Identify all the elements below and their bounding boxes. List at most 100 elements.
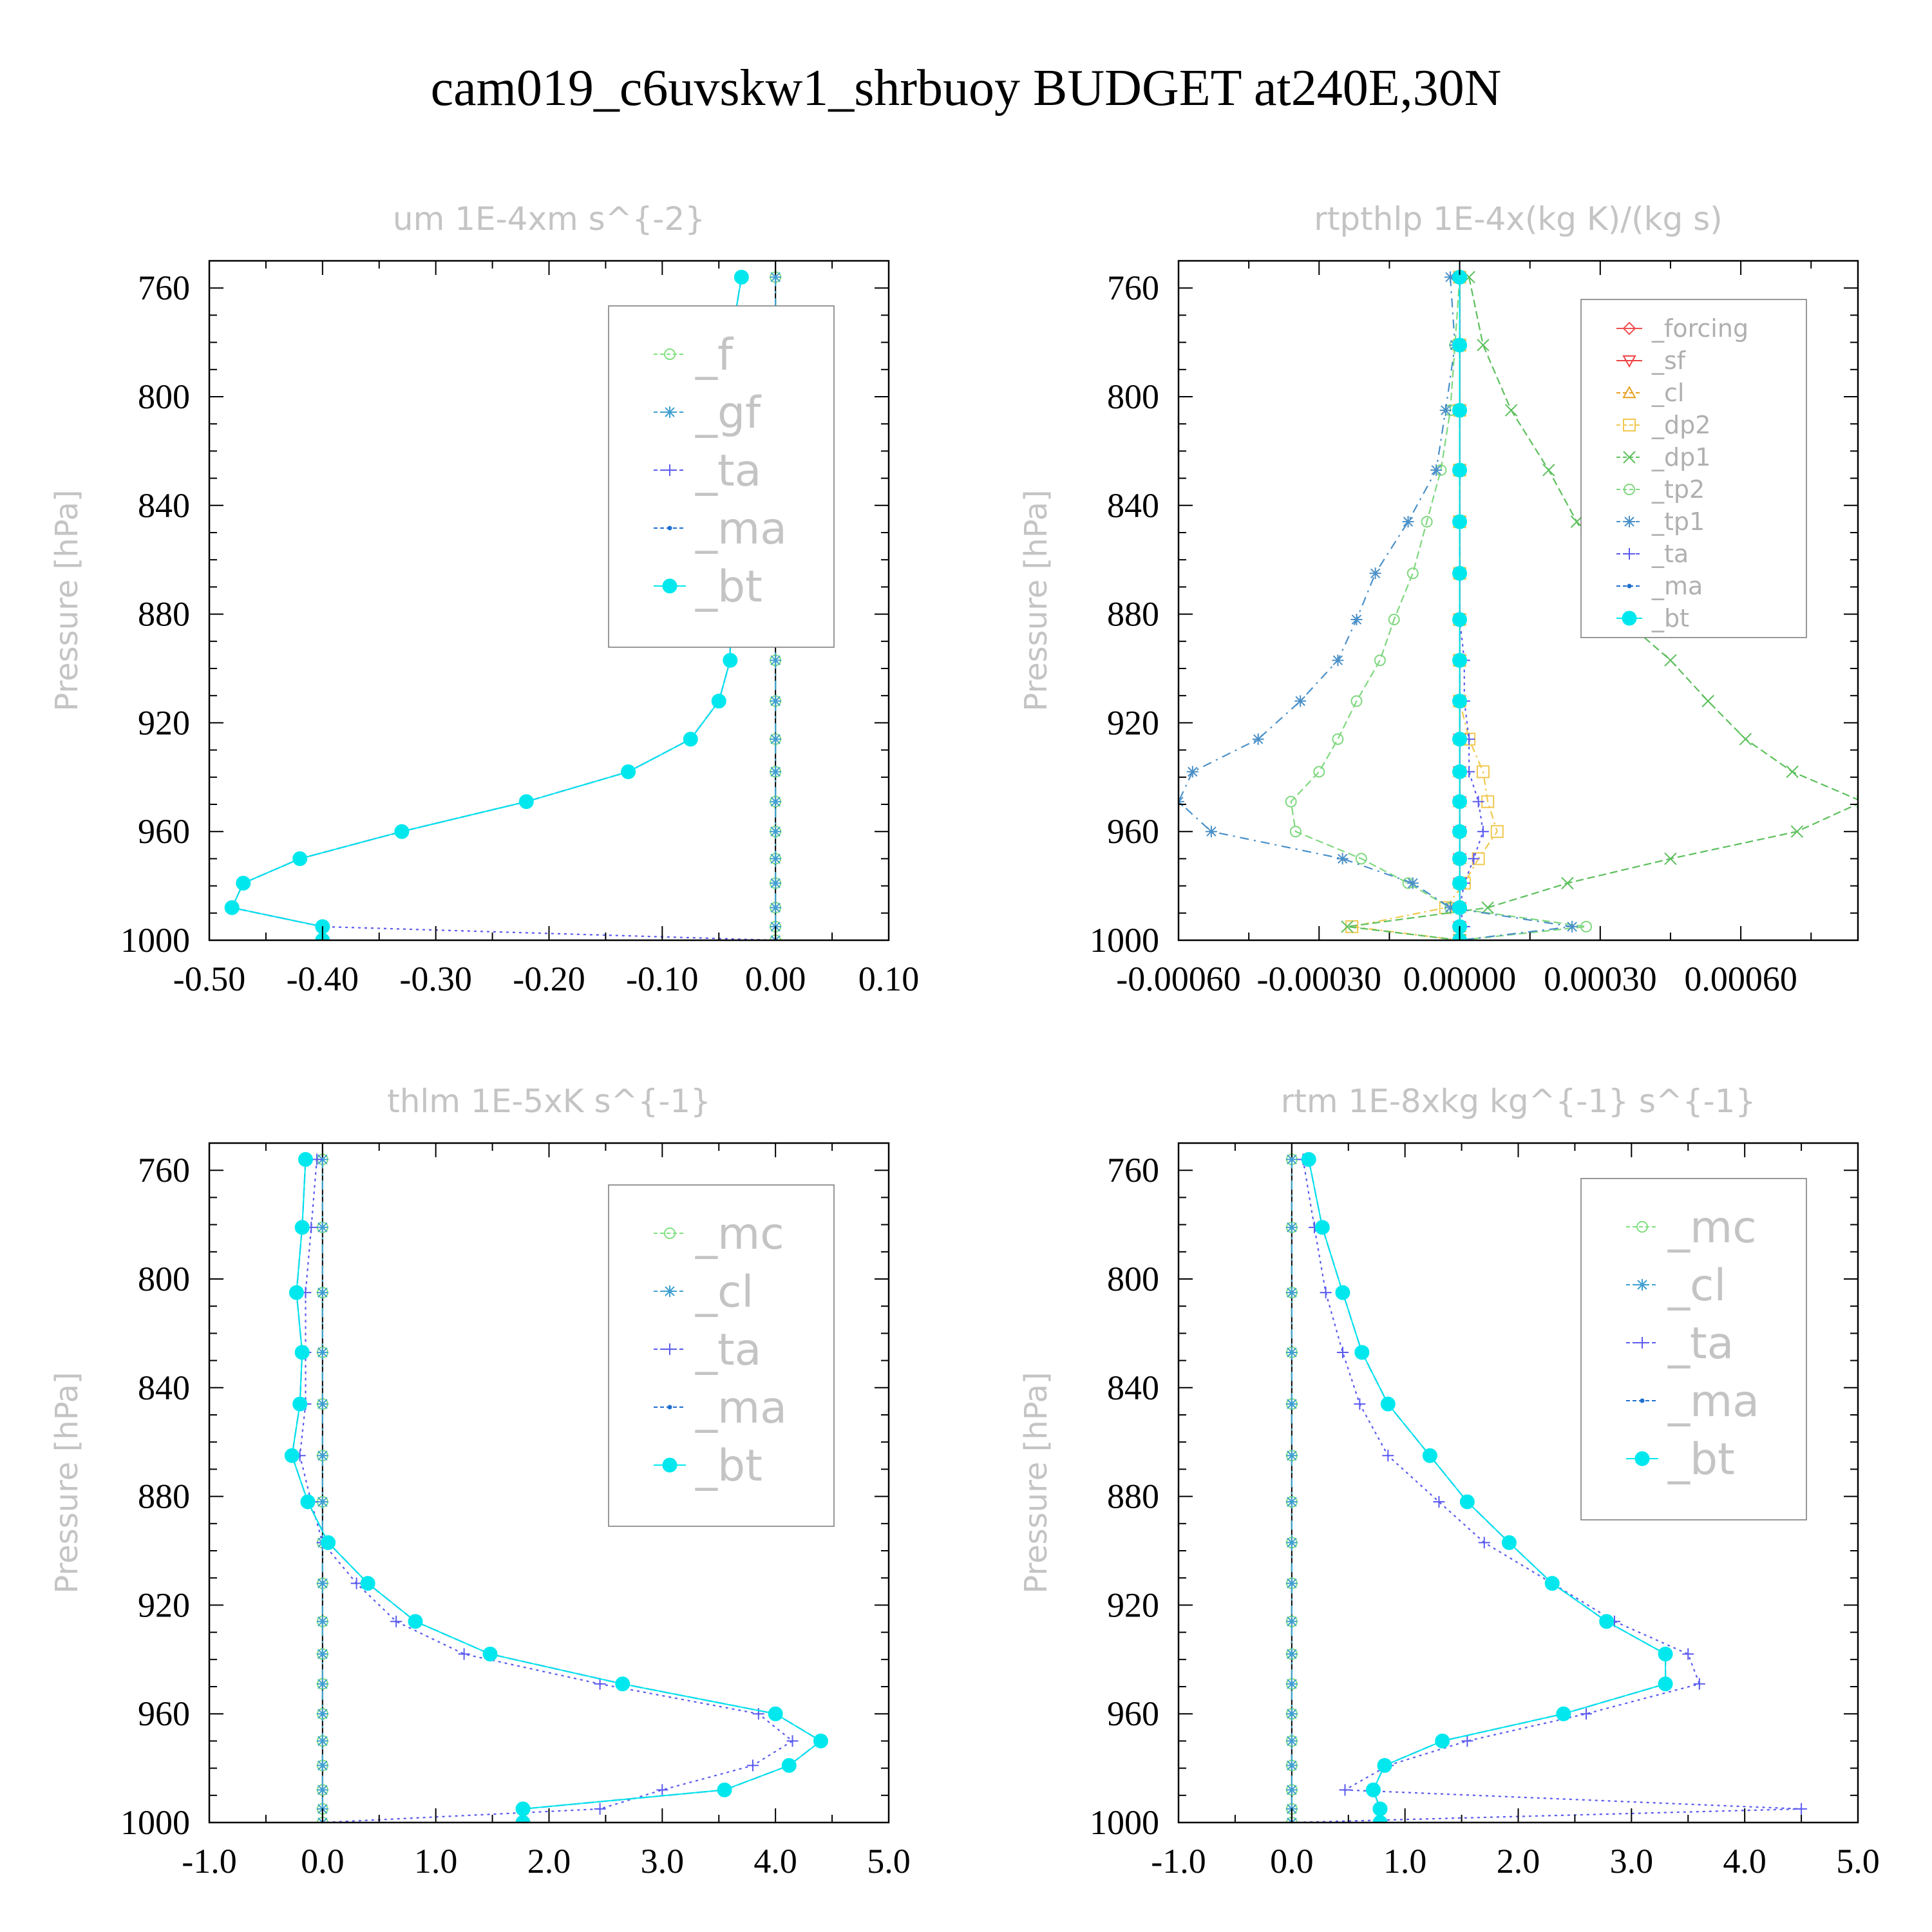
page-title: cam019_c6uvskw1_shrbuoy BUDGET at240E,30…: [430, 60, 1502, 117]
series-tp2: [1285, 271, 1592, 940]
legend-item: _ma: [1626, 1376, 1759, 1427]
data-point: [1435, 1733, 1450, 1748]
data-point: [770, 826, 782, 838]
data-point: [621, 764, 636, 779]
x-tick-label: -0.50: [173, 960, 245, 998]
data-point: [1336, 853, 1349, 865]
legend-item: _gf: [654, 388, 762, 439]
y-tick-label: 880: [138, 595, 190, 634]
data-point: [656, 1784, 668, 1796]
legend-marker: [662, 1457, 677, 1473]
legend-item: _forcing: [1616, 314, 1748, 343]
data-point: [1544, 1576, 1560, 1591]
legend-box: [1580, 1178, 1807, 1520]
data-point: [1285, 1648, 1298, 1660]
x-tick-label: -0.40: [287, 960, 359, 998]
data-point: [1345, 920, 1359, 933]
data-point: [458, 1648, 470, 1660]
y-tick-label: 800: [1107, 1260, 1159, 1298]
legend-label: _cl: [1651, 379, 1684, 407]
legend-label: _tp2: [1651, 475, 1705, 504]
x-tick-label: 0.00030: [1544, 960, 1657, 998]
series-line: [1291, 1159, 1802, 1823]
x-tick-label: 2.0: [1497, 1842, 1540, 1880]
data-point: [292, 851, 308, 866]
y-axis-label: Pressure [hPa]: [1018, 489, 1054, 711]
y-tick-label: 920: [1107, 1586, 1159, 1624]
data-point: [300, 1494, 316, 1510]
data-point: [298, 1151, 313, 1167]
data-point: [1580, 1708, 1592, 1720]
y-tick-label: 840: [138, 486, 190, 525]
data-point: [316, 1708, 328, 1720]
data-point: [1439, 404, 1452, 417]
y-tick-label: 880: [1107, 595, 1159, 634]
data-point: [770, 733, 782, 745]
legend-label: _bt: [695, 562, 762, 612]
data-point: [316, 1678, 328, 1690]
legend-item: _f: [654, 330, 734, 381]
x-tick-label: 0.00000: [1403, 960, 1517, 998]
y-tick-label: 760: [138, 1151, 190, 1189]
legend-marker: [1623, 451, 1636, 464]
y-tick-label: 840: [138, 1368, 190, 1407]
y-tick-label: 880: [138, 1477, 190, 1516]
data-point: [1313, 766, 1325, 778]
panel-rtpthlp: rtpthlp 1E-4x(kg K)/(kg s) Pressure [hPa]…: [1018, 200, 1859, 998]
data-point: [1478, 1537, 1490, 1549]
x-tick-label: 4.0: [753, 1842, 797, 1880]
legend-label: _ta: [1667, 1318, 1734, 1369]
data-point: [390, 1615, 402, 1627]
legend-item: _tp1: [1616, 507, 1705, 536]
data-point: [316, 1759, 328, 1772]
data-point: [1406, 567, 1419, 580]
data-point: [1664, 852, 1677, 866]
legend-marker: [667, 1405, 672, 1410]
series-line: [1290, 277, 1587, 940]
y-tick-label: 800: [138, 1260, 190, 1298]
data-point: [717, 1782, 732, 1797]
legend-item: _bt: [654, 562, 762, 612]
legend-marker: [1640, 1398, 1645, 1403]
data-point: [1461, 1735, 1473, 1747]
legend-item: _ma: [654, 1383, 787, 1434]
data-point: [1452, 900, 1468, 915]
legend-label: _ta: [695, 446, 761, 497]
data-point: [1252, 733, 1264, 745]
data-point: [289, 1285, 304, 1300]
data-point: [1452, 794, 1468, 810]
data-point: [1374, 654, 1386, 667]
y-tick-label: 1000: [1090, 1803, 1159, 1842]
legend-label: _forcing: [1651, 314, 1748, 343]
data-point: [1388, 614, 1400, 626]
legend-label: _ta: [1651, 540, 1689, 568]
data-point: [1452, 565, 1468, 581]
data-point: [1422, 1448, 1437, 1463]
legend-item: _ta: [1626, 1318, 1734, 1369]
legend-box: [608, 305, 835, 648]
legend-label: _bt: [1651, 604, 1689, 632]
data-point: [1566, 920, 1578, 933]
legend-item: _ta: [1616, 540, 1689, 568]
data-point: [1599, 1614, 1615, 1629]
y-tick-label: 840: [1107, 1368, 1159, 1407]
data-point: [1477, 826, 1489, 838]
data-point: [1580, 920, 1592, 933]
legend-marker: [664, 1285, 676, 1297]
data-point: [813, 1733, 828, 1748]
data-point: [1335, 1285, 1350, 1300]
data-point: [1339, 1784, 1351, 1796]
panel-title: rtm 1E-8xkg kg^{-1} s^{-1}: [1281, 1083, 1756, 1120]
data-point: [1285, 1615, 1298, 1627]
data-point: [770, 902, 782, 914]
data-point: [1481, 901, 1494, 914]
x-tick-label: 3.0: [641, 1842, 685, 1880]
data-point: [1350, 695, 1363, 707]
legend-label: _ma: [1667, 1376, 1759, 1427]
series-tp1: [1179, 271, 1578, 940]
panel-title: rtpthlp 1E-4x(kg K)/(kg s): [1314, 200, 1722, 238]
legend-marker: [1622, 321, 1636, 336]
data-point: [1658, 1646, 1673, 1662]
data-point: [1452, 337, 1468, 353]
